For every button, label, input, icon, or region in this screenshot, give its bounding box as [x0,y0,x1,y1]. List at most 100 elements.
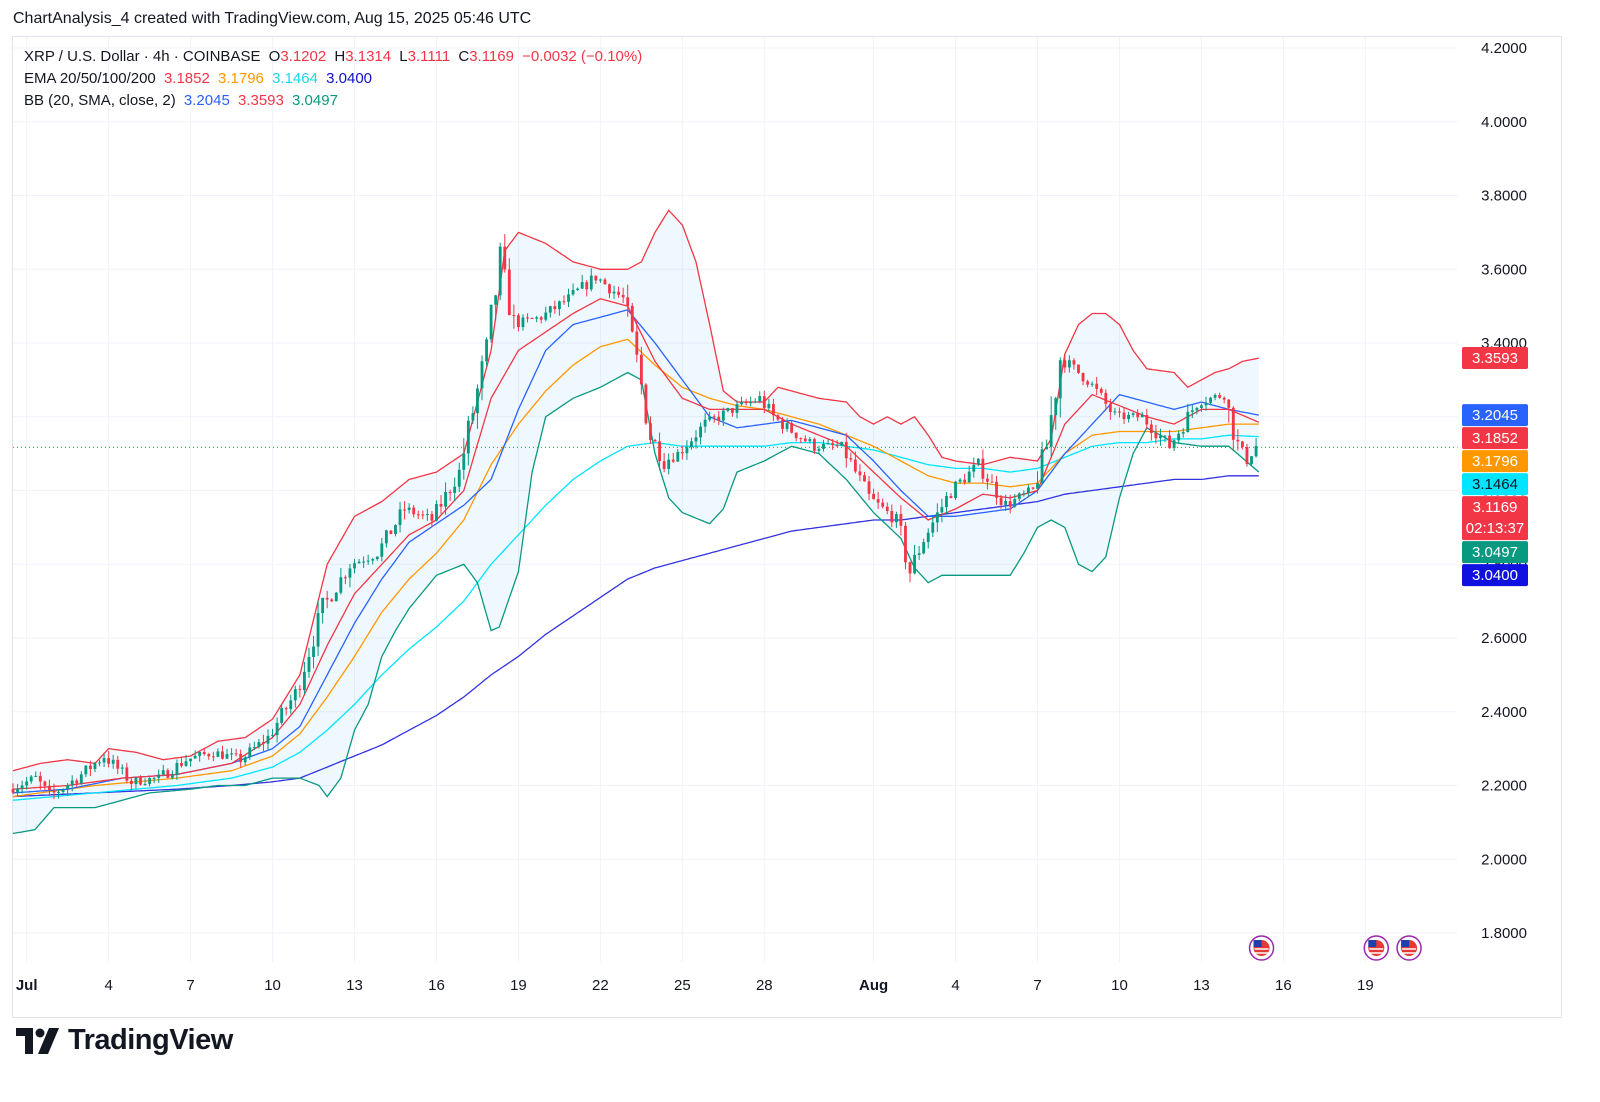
candle-body [913,554,916,574]
price-label-tag [1462,541,1528,564]
time-tick-label: 4 [104,977,112,994]
candle-body [275,722,279,736]
candle-body [954,481,957,499]
candle-body [316,613,320,647]
candle-body [571,289,575,295]
candle-body [626,297,630,306]
candle-body [384,530,388,544]
candle-body [703,419,707,427]
time-tick-label: 13 [346,977,363,994]
candle-body [876,499,880,503]
price-label-text: 3.1852 [1472,430,1518,447]
tradingview-logo[interactable]: TradingView [16,1024,233,1057]
price-label-text: 3.3593 [1472,350,1518,367]
candle-body [1118,411,1121,413]
us-flag-icon-canton [1368,940,1377,947]
candle-body [43,781,47,786]
ohlc-low: L3.1111 [399,48,450,65]
candle-body [539,317,543,320]
price-label-tag [1462,496,1528,541]
candle-body [867,481,871,494]
chart-frame[interactable] [12,36,1562,1018]
candle-body [808,439,812,442]
time-tick-label: Aug [859,977,888,994]
candle-body [88,765,92,770]
candle-body [639,354,643,385]
candle-body [193,755,197,759]
candle-body [243,757,247,763]
candle-body [794,432,798,439]
candle-body [967,471,971,483]
bb-lower-value: 3.0497 [292,92,338,109]
candle-body [125,767,129,781]
candle-body [799,438,803,440]
candle-body [1008,501,1012,507]
ema20-line [12,298,1260,790]
candle-body [1136,413,1140,418]
candle-body [430,514,434,521]
candle-body [1204,402,1208,406]
time-tick-label: 19 [1357,977,1374,994]
candle-body [221,751,224,759]
candle-body [239,753,243,763]
candle-body [444,492,447,507]
bb-lower-line [12,371,1260,835]
ema-legend[interactable]: EMA 20/50/100/200 3.1852 3.1796 3.1464 3… [24,70,376,87]
candle-body [507,269,511,316]
candle-body [1163,435,1167,437]
candle-body [371,559,375,561]
price-tick-label: 4.0000 [1481,114,1527,131]
candle-body [803,438,807,442]
candle-body [744,401,748,404]
price-label-text: 3.2045 [1472,407,1518,424]
countdown-text: 02:13:37 [1466,520,1524,537]
candle-body [1254,446,1258,457]
candle-body [694,437,698,442]
candle-body [1049,415,1053,447]
candle-body [1058,360,1062,399]
ema50-value: 3.1796 [218,70,264,87]
price-tick-label: 2.0000 [1481,851,1527,868]
candle-body [230,753,233,755]
candle-body [1172,440,1176,449]
ema20-value: 3.1852 [163,70,210,87]
candle-body [589,275,593,290]
candle-body [1200,405,1203,408]
candle-body [494,295,498,305]
candle-body [25,781,29,786]
candle-body [476,388,479,414]
candle-body [1026,487,1030,494]
candle-body [781,419,784,429]
candle-body [202,751,206,755]
candle-body [1195,407,1199,411]
bb-legend[interactable]: BB (20, SMA, close, 2) 3.2045 3.3593 3.0… [24,92,342,109]
candle-body [61,789,65,792]
candle-body [835,445,839,447]
candle-body [1095,383,1099,389]
time-axis: Jul 4 7 10 13 16 19 22 25 28 Aug 4 7 10 13 16 19 [16,977,1374,994]
candle-body [120,767,124,769]
candle-body [425,514,429,516]
candle-body [57,791,60,793]
low-label: L [399,48,408,65]
candle-body [198,751,202,756]
candle-body [530,318,534,320]
symbol-legend[interactable]: XRP / U.S. Dollar · 4h · COINBASE O3.120… [24,48,646,65]
close-label: C [458,48,470,65]
candle-body [872,493,876,500]
candle-body [812,439,816,451]
candle-body [649,423,652,441]
candle-body [1036,483,1039,489]
candle-body [175,762,179,775]
candle-body [958,479,962,482]
tradingview-wordmark: TradingView [68,1024,233,1056]
candle-body [753,401,757,403]
ema100-line [12,434,1259,801]
candle-body [102,758,106,763]
candle-body [389,530,393,535]
ohlc-high: H3.1314 [334,48,391,65]
candle-body [598,279,602,281]
candle-body [180,762,183,766]
candle-body [863,475,866,482]
